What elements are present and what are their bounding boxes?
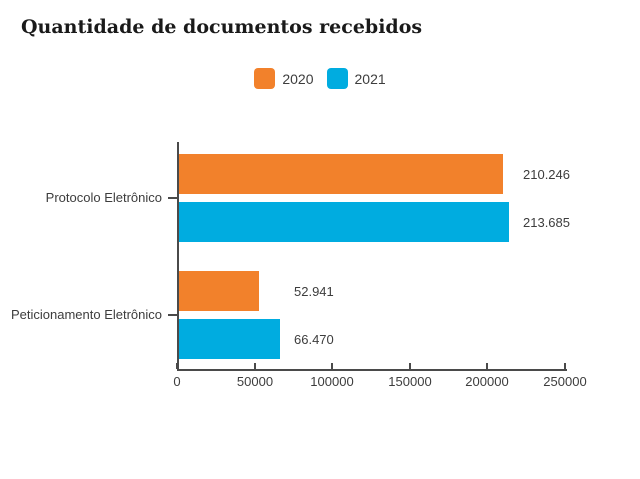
legend-item-2020: 2020	[254, 68, 314, 89]
bar-2020-Peticionamento Eletrônico	[179, 271, 259, 311]
x-axis-tick-label-150000: 150000	[388, 374, 432, 389]
x-axis-tick-150000	[409, 363, 411, 369]
x-axis-tick-label-0: 0	[173, 374, 181, 389]
category-label-Protocolo Eletrônico: Protocolo Eletrônico	[45, 190, 162, 205]
legend-label-2021: 2021	[354, 70, 386, 87]
bar-2021-Protocolo Eletrônico	[179, 202, 509, 242]
x-axis-tick-200000	[486, 363, 488, 369]
value-label-2020-Protocolo Eletrônico: 210.246	[523, 166, 570, 182]
value-label-2021-Peticionamento Eletrônico: 66.470	[294, 331, 334, 347]
x-axis-tick-100000	[331, 363, 333, 369]
legend-swatch-2021	[326, 68, 348, 89]
x-axis-tick-50000	[254, 363, 256, 369]
x-axis-tick-0	[176, 363, 178, 369]
x-axis-tick-label-250000: 250000	[543, 374, 587, 389]
y-axis-tick-Protocolo Eletrônico	[168, 197, 177, 199]
legend-label-2020: 2020	[282, 70, 314, 87]
y-axis-line	[177, 142, 179, 371]
bar-2020-Protocolo Eletrônico	[179, 154, 503, 194]
category-label-Peticionamento Eletrônico: Peticionamento Eletrônico	[10, 307, 162, 322]
chart-title: Quantidade de documentos recebidos	[21, 16, 423, 38]
x-axis-tick-250000	[564, 363, 566, 369]
x-axis-line	[177, 369, 567, 371]
legend-swatch-2020	[254, 68, 276, 89]
legend-item-2021: 2021	[326, 68, 386, 89]
legend: 2020 2021	[0, 68, 640, 89]
bar-2021-Peticionamento Eletrônico	[179, 319, 280, 359]
x-axis-tick-label-200000: 200000	[465, 374, 509, 389]
value-label-2021-Protocolo Eletrônico: 213.685	[523, 214, 570, 230]
y-axis-tick-Peticionamento Eletrônico	[168, 314, 177, 316]
x-axis-tick-label-50000: 50000	[236, 374, 274, 389]
value-label-2020-Peticionamento Eletrônico: 52.941	[294, 283, 334, 299]
x-axis-tick-label-100000: 100000	[310, 374, 354, 389]
